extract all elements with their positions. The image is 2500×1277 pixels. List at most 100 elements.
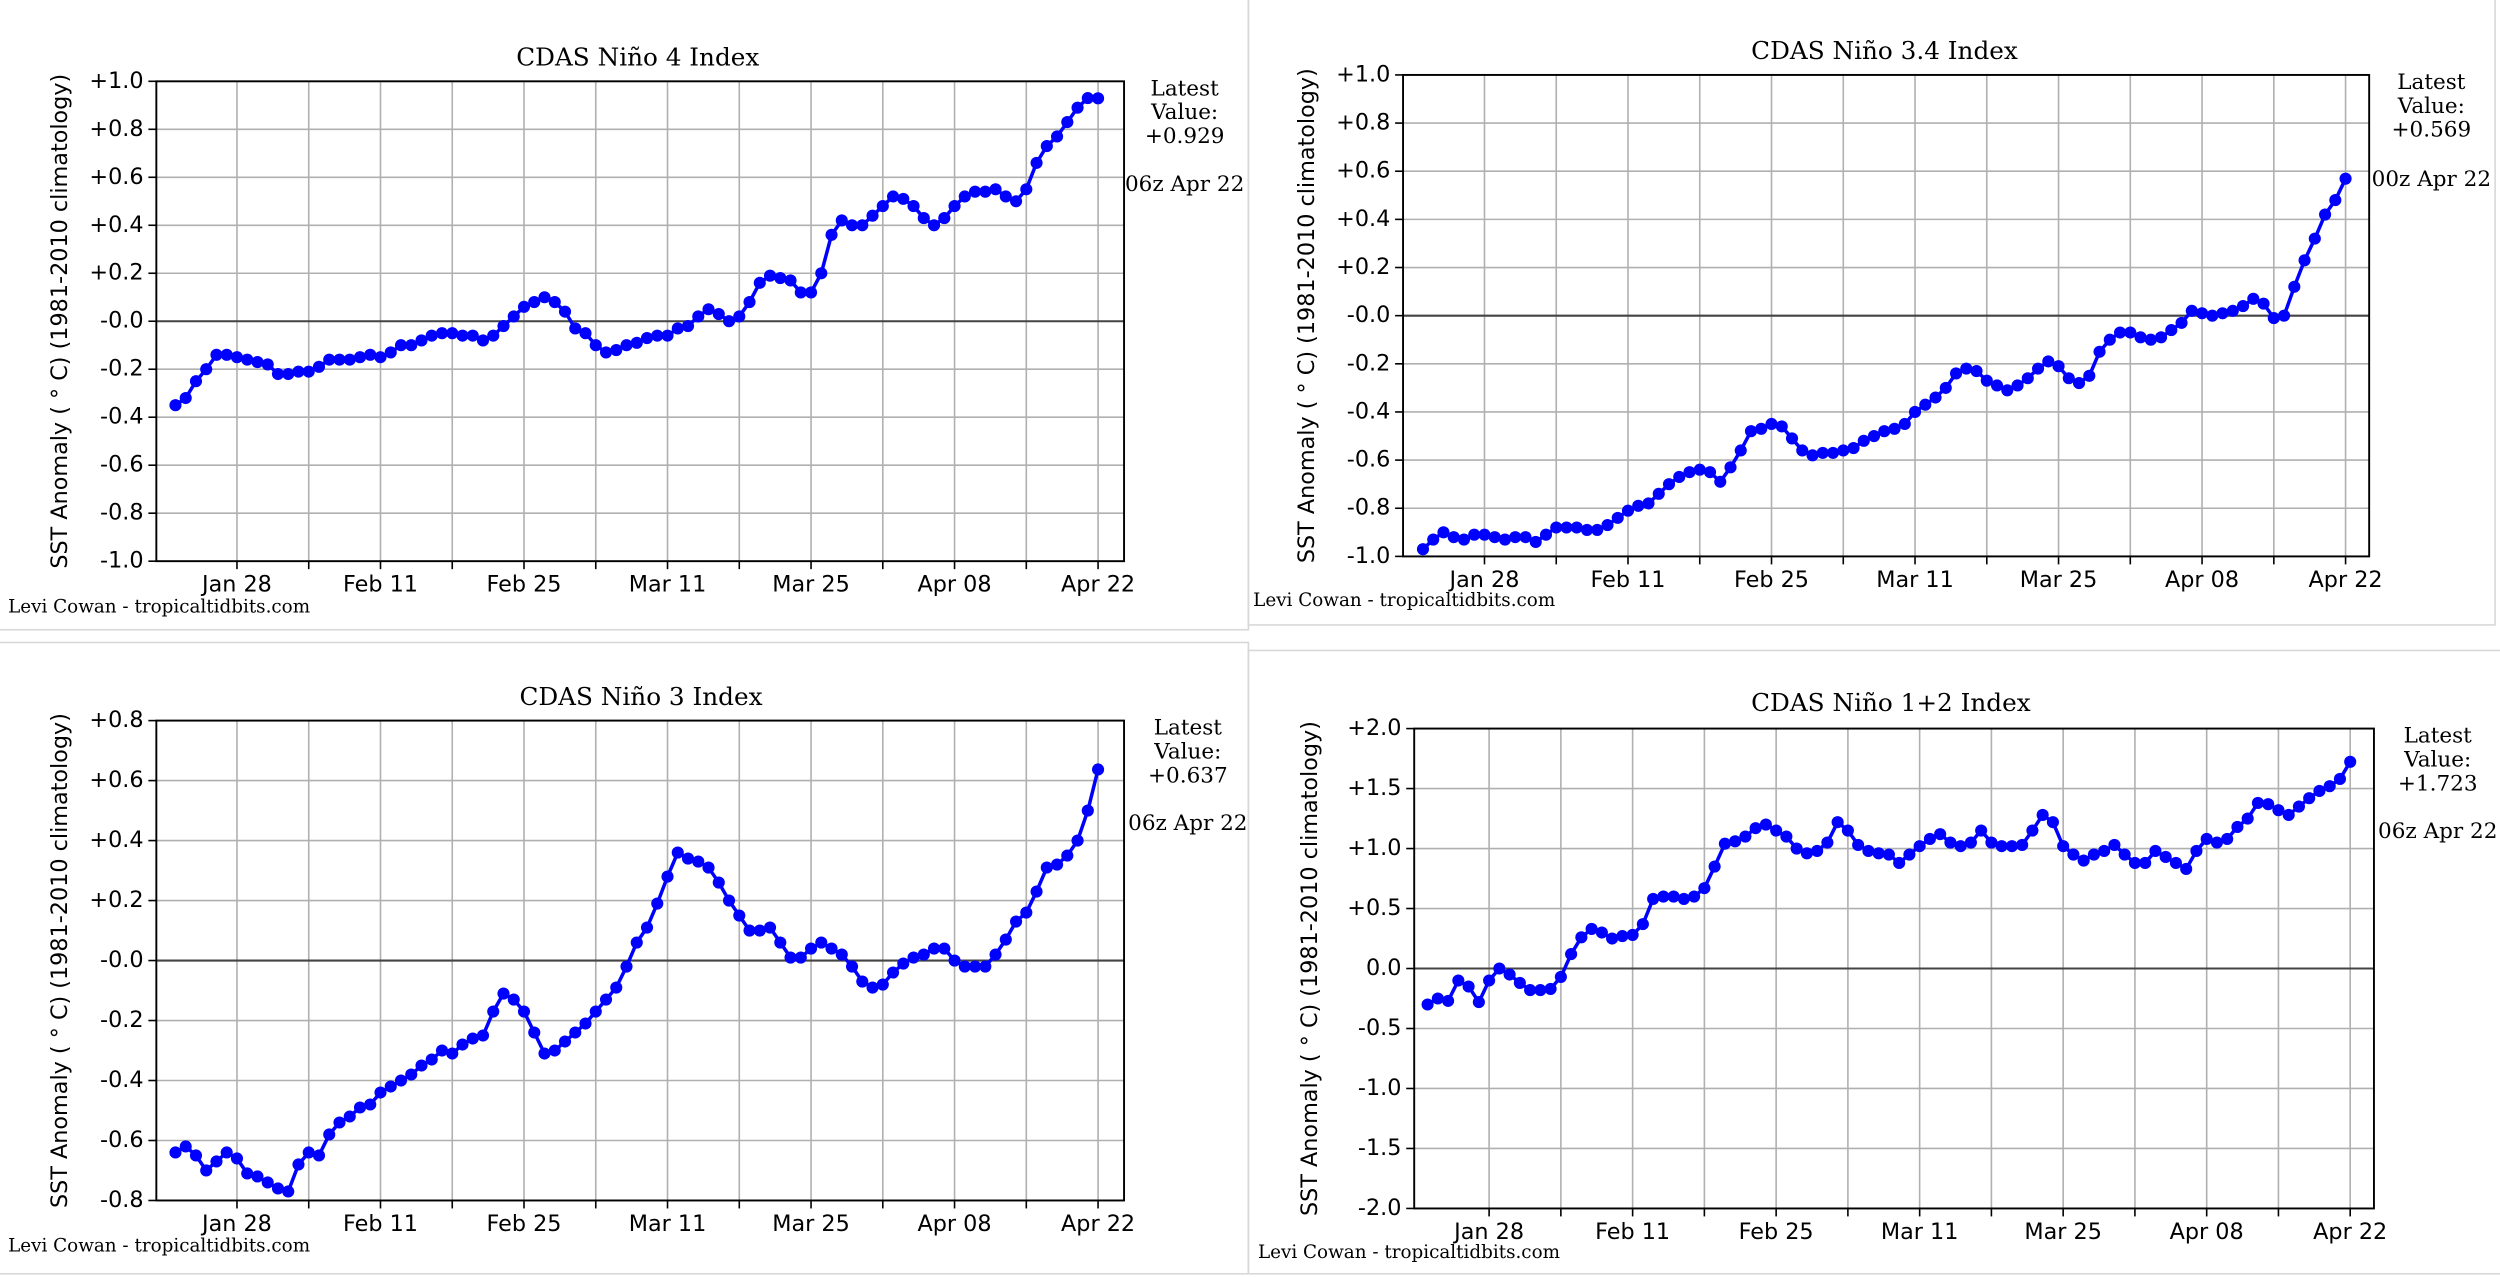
data-point <box>2210 836 2223 849</box>
data-point <box>763 921 777 934</box>
data-point <box>1498 533 1512 546</box>
data-point <box>2113 326 2127 339</box>
data-point <box>1995 840 2008 853</box>
data-point <box>1796 444 1809 457</box>
y-tick-label: +0.4 <box>1336 206 1390 232</box>
data-point <box>2267 312 2280 325</box>
data-point <box>599 993 613 1006</box>
data-point <box>2098 844 2111 858</box>
data-point <box>589 339 602 352</box>
data-point <box>794 286 807 299</box>
data-point <box>1673 470 1686 484</box>
data-point <box>1847 442 1860 455</box>
y-tick-label: -1.5 <box>1358 1135 1402 1161</box>
y-tick-label: -0.6 <box>100 452 144 478</box>
data-point <box>2282 808 2295 822</box>
data-point <box>794 951 807 964</box>
y-tick-label: +0.2 <box>89 887 143 913</box>
data-point <box>1949 367 1963 380</box>
latest-label: Value: <box>2403 747 2471 772</box>
data-point <box>661 329 674 342</box>
data-point <box>1030 156 1043 169</box>
y-tick-label: 0.0 <box>1366 955 1401 981</box>
data-point <box>394 339 408 352</box>
data-point <box>1472 996 1485 1009</box>
x-tick-label: Apr 08 <box>2170 1219 2244 1245</box>
data-point <box>866 981 879 994</box>
data-point <box>845 960 859 973</box>
data-point <box>2149 844 2162 858</box>
y-tick-label: -0.2 <box>100 356 144 382</box>
data-point <box>2144 333 2157 346</box>
data-point <box>179 391 192 405</box>
data-point <box>835 214 848 227</box>
data-point <box>2185 304 2198 317</box>
data-point <box>897 192 910 205</box>
data-point <box>692 310 705 323</box>
y-tick-label: -1.0 <box>1358 1075 1402 1101</box>
chart-title: CDAS Niño 1+2 Index <box>1751 688 2031 717</box>
data-point <box>1724 461 1737 474</box>
data-point <box>2272 804 2285 817</box>
data-point <box>968 960 982 973</box>
panel-frame <box>1247 0 2496 626</box>
data-point <box>876 978 889 991</box>
data-point <box>343 353 356 366</box>
y-tick-label: +1.0 <box>1336 61 1390 87</box>
data-point <box>241 1167 254 1180</box>
x-tick-label: Mar 25 <box>772 1211 850 1237</box>
data-point <box>189 1149 203 1162</box>
data-point <box>1714 475 1727 488</box>
data-point <box>2042 355 2055 368</box>
x-tick-label: Feb 25 <box>1734 567 1809 593</box>
data-point <box>497 319 510 333</box>
data-point <box>1575 931 1588 944</box>
data-point <box>538 1047 551 1060</box>
data-point <box>1729 835 1742 848</box>
data-point <box>1749 822 1762 835</box>
data-point <box>374 1086 387 1099</box>
data-point <box>1611 511 1624 524</box>
data-point <box>1698 882 1711 895</box>
x-tick-label: Feb 11 <box>1591 567 1666 593</box>
data-point <box>476 334 490 347</box>
data-point <box>1800 847 1813 860</box>
y-tick-label: +1.0 <box>1347 835 1401 861</box>
data-point <box>169 399 182 412</box>
data-point <box>620 960 633 973</box>
data-point <box>2344 755 2357 768</box>
data-point <box>610 343 623 357</box>
data-point <box>1544 982 1557 995</box>
data-point <box>1457 533 1471 546</box>
data-point <box>1585 922 1598 935</box>
x-tick-label: Mar 11 <box>629 572 707 598</box>
y-tick-label: -0.8 <box>100 1187 144 1213</box>
data-point <box>1565 948 1578 961</box>
data-point <box>2319 208 2332 221</box>
x-tick-label: Jan 28 <box>200 1211 272 1237</box>
data-point <box>323 1128 336 1141</box>
data-point <box>312 1149 326 1162</box>
y-tick-label: +0.2 <box>89 260 143 286</box>
data-point <box>220 1146 233 1159</box>
data-point <box>2052 360 2065 373</box>
data-point <box>938 212 951 225</box>
y-tick-label: +2.0 <box>1347 715 1401 741</box>
data-point <box>1010 915 1023 928</box>
panel-frame <box>1247 649 2500 1275</box>
y-axis-label: SST Anomaly ( ° C) (1981-2010 climatolog… <box>47 713 73 1208</box>
data-point <box>1447 531 1460 544</box>
data-point <box>2226 304 2239 317</box>
data-point <box>189 375 203 388</box>
data-point <box>753 924 766 937</box>
y-tick-label: -0.4 <box>100 1067 144 1093</box>
x-tick-label: Apr 08 <box>918 572 992 598</box>
data-point <box>364 348 377 361</box>
data-point <box>364 1098 377 1111</box>
data-point <box>466 329 479 342</box>
data-point <box>2221 832 2234 846</box>
data-point <box>456 329 469 342</box>
data-point <box>1092 763 1105 776</box>
data-point <box>784 951 797 964</box>
